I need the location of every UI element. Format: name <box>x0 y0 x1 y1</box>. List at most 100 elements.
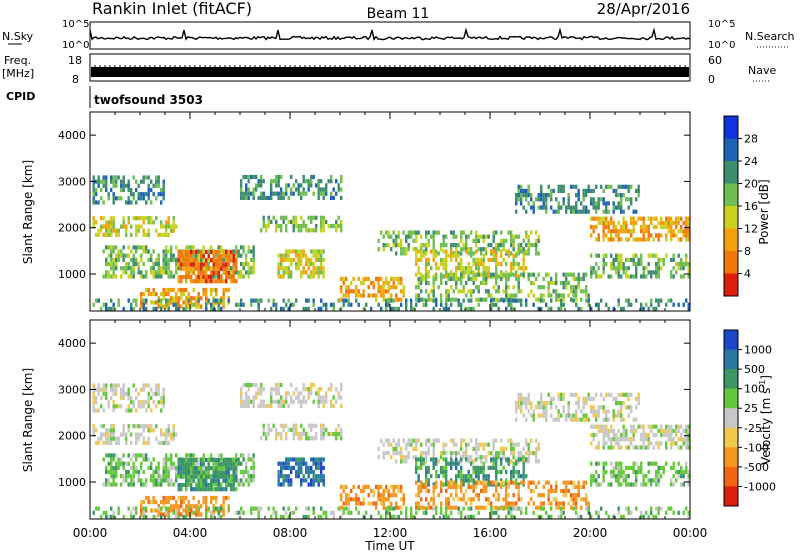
velocity-cell <box>520 409 523 414</box>
velocity-cell <box>162 500 165 505</box>
power-cell <box>342 293 345 298</box>
power-cell <box>340 195 343 200</box>
velocity-cell <box>150 408 153 413</box>
power-cell <box>112 306 115 311</box>
velocity-cell <box>317 403 320 408</box>
power-cell <box>105 183 108 188</box>
power-cell <box>647 229 650 234</box>
velocity-cell <box>537 413 540 418</box>
velocity-cell <box>285 423 288 428</box>
velocity-cell <box>432 482 435 487</box>
colorbar-tick-label: 4 <box>744 268 751 281</box>
power-cell <box>570 272 573 277</box>
power-cell <box>260 179 263 184</box>
power-cell <box>172 300 175 305</box>
power-cell <box>537 197 540 202</box>
velocity-cell <box>467 514 470 519</box>
velocity-cell <box>312 423 315 428</box>
power-cell <box>422 253 425 258</box>
power-cell <box>617 266 620 271</box>
velocity-cell <box>105 391 108 396</box>
velocity-cell <box>422 482 425 487</box>
velocity-cell <box>265 436 268 441</box>
velocity-cell <box>455 474 458 479</box>
power-cell <box>150 257 153 262</box>
velocity-cell <box>615 441 618 446</box>
power-cell <box>317 249 320 254</box>
power-cell <box>500 238 503 243</box>
power-cell <box>147 196 150 201</box>
power-cell <box>612 188 615 193</box>
velocity-cell <box>640 445 643 450</box>
velocity-cell <box>472 488 475 494</box>
power-cell <box>545 197 548 202</box>
power-cell <box>542 201 545 206</box>
velocity-cell <box>205 487 208 492</box>
power-cell <box>457 243 460 248</box>
velocity-cell <box>607 417 610 422</box>
power-cell <box>595 209 598 214</box>
power-cell <box>285 266 288 271</box>
velocity-cell <box>110 428 113 433</box>
velocity-cell <box>112 432 115 437</box>
power-cell <box>197 266 200 271</box>
velocity-cell <box>400 455 403 460</box>
power-cell <box>282 219 285 224</box>
velocity-cell <box>547 488 550 494</box>
velocity-cell <box>650 428 653 433</box>
velocity-cell <box>475 480 478 485</box>
power-cell <box>552 280 555 286</box>
velocity-cell <box>212 462 215 467</box>
velocity-cell <box>470 459 473 464</box>
power-cell <box>640 216 643 221</box>
velocity-cell <box>330 403 333 408</box>
power-cell <box>560 184 563 189</box>
y-tick-label: 1000 <box>58 268 86 281</box>
power-cell <box>607 237 610 242</box>
power-cell <box>385 280 388 286</box>
velocity-cell <box>612 432 615 438</box>
power-cell <box>142 179 145 184</box>
power-cell <box>145 245 148 250</box>
power-cell <box>542 298 545 303</box>
velocity-cell <box>430 474 433 479</box>
power-cell <box>480 297 483 302</box>
power-cell <box>540 306 543 311</box>
power-cell <box>347 285 350 290</box>
power-cell <box>165 257 168 262</box>
velocity-cell <box>400 505 403 510</box>
velocity-cell <box>472 484 475 489</box>
power-cell <box>157 274 160 279</box>
power-cell <box>260 183 263 188</box>
velocity-cell <box>285 510 288 515</box>
velocity-cell <box>637 465 640 470</box>
velocity-cell <box>340 387 343 392</box>
power-cell <box>130 274 133 279</box>
velocity-cell <box>115 440 118 445</box>
velocity-cell <box>592 413 595 418</box>
nsky-tick-top: 10^5 <box>62 19 89 30</box>
power-cell <box>247 187 250 192</box>
velocity-cell <box>495 455 498 460</box>
power-cell <box>295 224 298 229</box>
power-cell <box>495 266 498 271</box>
velocity-cell <box>205 500 208 505</box>
power-cell <box>347 289 350 294</box>
velocity-cell <box>142 383 145 388</box>
power-cell <box>320 298 323 303</box>
velocity-cell <box>470 478 473 483</box>
power-cell <box>167 270 170 275</box>
power-cell <box>232 270 235 275</box>
power-cell <box>425 298 428 303</box>
velocity-cell <box>117 461 120 466</box>
power-cell <box>332 187 335 192</box>
power-cell <box>555 289 558 294</box>
power-cell <box>410 230 413 235</box>
power-cell <box>300 183 303 188</box>
velocity-cell <box>517 455 520 460</box>
velocity-cell <box>312 506 315 511</box>
power-cell <box>420 257 423 262</box>
velocity-cell <box>515 442 518 447</box>
power-cell <box>92 216 95 221</box>
power-cell <box>252 191 255 196</box>
